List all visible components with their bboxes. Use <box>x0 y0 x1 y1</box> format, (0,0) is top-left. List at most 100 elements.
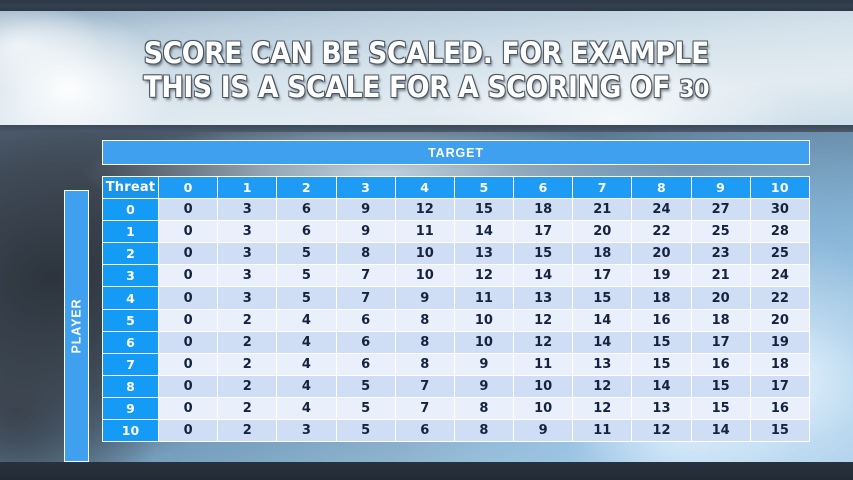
score-cell-p8-t4: 7 <box>394 374 455 398</box>
column-header-7: 7 <box>572 175 633 200</box>
score-cell-p5-t4: 8 <box>394 308 455 332</box>
score-cell-p9-t6: 10 <box>513 396 574 421</box>
table-row: 2 0 3 5 8 10 13 15 18 20 23 25 <box>102 242 811 266</box>
score-cell-p5-t1: 2 <box>217 308 278 332</box>
column-header-3: 3 <box>335 175 396 200</box>
score-cell-p9-t2: 4 <box>276 396 337 421</box>
score-cell-p3-t2: 5 <box>276 264 337 288</box>
score-cell-p7-t6: 11 <box>513 352 574 376</box>
score-cell-p1-t2: 6 <box>276 220 337 244</box>
score-cell-p5-t8: 16 <box>631 308 692 332</box>
player-axis-label: PLAYER <box>69 298 84 354</box>
score-cell-p7-t3: 6 <box>335 352 396 376</box>
score-cell-p0-t8: 24 <box>631 198 692 222</box>
score-cell-p8-t9: 15 <box>690 374 751 398</box>
table-row: 10 0 2 3 5 6 8 9 11 12 14 15 <box>102 419 811 443</box>
score-cell-p1-t0: 0 <box>157 220 219 244</box>
score-cell-p10-t2: 3 <box>276 419 337 443</box>
score-cell-p4-t7: 15 <box>572 286 633 310</box>
score-cell-p8-t0: 0 <box>157 374 219 398</box>
title-underline-strip <box>0 125 853 132</box>
score-cell-p10-t6: 9 <box>513 419 574 443</box>
score-cell-p1-t8: 22 <box>631 220 692 244</box>
score-cell-p4-t6: 13 <box>513 286 574 310</box>
table-header-row: Threat 0 1 2 3 4 5 6 7 8 9 10 <box>102 175 811 200</box>
table-header: Threat 0 1 2 3 4 5 6 7 8 9 10 <box>102 175 811 200</box>
row-header-5: 5 <box>102 308 159 332</box>
row-header-8: 8 <box>102 374 159 398</box>
score-cell-p10-t7: 11 <box>572 419 633 443</box>
score-cell-p7-t4: 8 <box>394 352 455 376</box>
score-cell-p0-t1: 3 <box>217 198 278 222</box>
table-body: 0 0 3 6 9 12 15 18 21 24 27 30 1 0 3 6 9 11 14 17 20 22 25 28 2 0… <box>102 198 811 443</box>
column-header-10: 10 <box>749 175 811 200</box>
score-cell-p6-t10: 19 <box>749 330 811 354</box>
target-axis-label: TARGET <box>428 145 484 160</box>
score-cell-p2-t7: 18 <box>572 242 633 266</box>
score-cell-p9-t8: 13 <box>631 396 692 421</box>
score-cell-p3-t8: 19 <box>631 264 692 288</box>
score-cell-p2-t6: 15 <box>513 242 574 266</box>
score-cell-p5-t0: 0 <box>157 308 219 332</box>
score-cell-p8-t2: 4 <box>276 374 337 398</box>
row-header-10: 10 <box>102 419 159 443</box>
score-cell-p8-t1: 2 <box>217 374 278 398</box>
score-cell-p2-t3: 8 <box>335 242 396 266</box>
score-cell-p6-t3: 6 <box>335 330 396 354</box>
score-cell-p3-t3: 7 <box>335 264 396 288</box>
score-cell-p3-t10: 24 <box>749 264 811 288</box>
player-axis-banner: PLAYER <box>64 190 89 462</box>
score-cell-p4-t10: 22 <box>749 286 811 310</box>
score-cell-p1-t7: 20 <box>572 220 633 244</box>
score-cell-p0-t10: 30 <box>749 198 811 222</box>
score-cell-p2-t4: 10 <box>394 242 455 266</box>
row-header-2: 2 <box>102 242 159 266</box>
score-cell-p2-t2: 5 <box>276 242 337 266</box>
score-cell-p10-t8: 12 <box>631 419 692 443</box>
score-cell-p10-t1: 2 <box>217 419 278 443</box>
score-cell-p4-t2: 5 <box>276 286 337 310</box>
score-cell-p7-t8: 15 <box>631 352 692 376</box>
score-cell-p4-t4: 9 <box>394 286 455 310</box>
score-cell-p6-t6: 12 <box>513 330 574 354</box>
table-row: 7 0 2 4 6 8 9 11 13 15 16 18 <box>102 352 811 376</box>
score-cell-p6-t2: 4 <box>276 330 337 354</box>
score-cell-p7-t5: 9 <box>453 352 515 376</box>
score-cell-p8-t10: 17 <box>749 374 811 398</box>
score-cell-p10-t0: 0 <box>157 419 219 443</box>
score-cell-p1-t3: 9 <box>335 220 396 244</box>
score-cell-p6-t4: 8 <box>394 330 455 354</box>
score-cell-p7-t2: 4 <box>276 352 337 376</box>
score-cell-p5-t6: 12 <box>513 308 574 332</box>
row-header-1: 1 <box>102 220 159 244</box>
score-cell-p7-t0: 0 <box>157 352 219 376</box>
score-cell-p6-t5: 10 <box>453 330 515 354</box>
score-cell-p5-t2: 4 <box>276 308 337 332</box>
score-cell-p0-t9: 27 <box>690 198 751 222</box>
score-cell-p10-t3: 5 <box>335 419 396 443</box>
score-cell-p8-t3: 5 <box>335 374 396 398</box>
score-cell-p0-t4: 12 <box>394 198 455 222</box>
threat-corner-header: Threat <box>102 175 159 200</box>
score-cell-p6-t9: 17 <box>690 330 751 354</box>
score-cell-p4-t1: 3 <box>217 286 278 310</box>
score-cell-p5-t5: 10 <box>453 308 515 332</box>
score-cell-p4-t5: 11 <box>453 286 515 310</box>
score-cell-p1-t9: 25 <box>690 220 751 244</box>
score-cell-p1-t10: 28 <box>749 220 811 244</box>
score-cell-p2-t8: 20 <box>631 242 692 266</box>
column-header-2: 2 <box>276 175 337 200</box>
score-cell-p2-t1: 3 <box>217 242 278 266</box>
score-cell-p6-t0: 0 <box>157 330 219 354</box>
score-cell-p4-t9: 20 <box>690 286 751 310</box>
row-header-7: 7 <box>102 352 159 376</box>
score-cell-p9-t0: 0 <box>157 396 219 421</box>
table-row: 4 0 3 5 7 9 11 13 15 18 20 22 <box>102 286 811 310</box>
title-banner: SCORE CAN BE SCALED. FOR EXAMPLE THIS IS … <box>0 11 853 125</box>
score-cell-p3-t6: 14 <box>513 264 574 288</box>
score-cell-p3-t9: 21 <box>690 264 751 288</box>
score-cell-p5-t10: 20 <box>749 308 811 332</box>
score-cell-p3-t4: 10 <box>394 264 455 288</box>
score-cell-p6-t8: 15 <box>631 330 692 354</box>
